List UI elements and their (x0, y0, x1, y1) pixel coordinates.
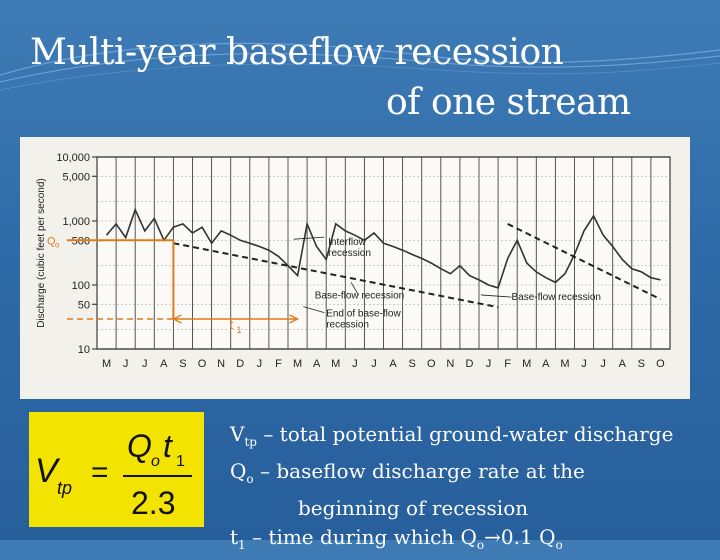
chart-annotation: recession (326, 320, 369, 331)
decorative-swoosh (0, 42, 720, 91)
formula: V tp = Q o t 1 2.3 (35, 428, 192, 521)
y-tick-label: 5,000 (62, 171, 90, 183)
formula-num-q-sub: o (151, 453, 160, 470)
definition-vtp: Vtp – total potential ground-water disch… (230, 422, 674, 449)
x-tick-label: M (293, 358, 302, 370)
page-title: Multi-year baseflow recession of one str… (30, 28, 710, 128)
chart-panel: 10,000 5,000 1,000 500 100 50 10 M J J A S O N D J F M A M J… (20, 137, 690, 399)
annotation-pointer (350, 282, 360, 296)
formula-equals: = (91, 456, 109, 489)
x-tick-label: O (427, 358, 436, 370)
x-tick-label: J (371, 358, 377, 370)
x-tick-label: S (408, 358, 415, 370)
y-tick-label: 10 (78, 344, 90, 356)
y-tick-label: 10,000 (56, 152, 90, 164)
x-tick-label: J (142, 358, 148, 370)
x-tick-label: J (600, 358, 606, 370)
x-tick-label: J (486, 358, 492, 370)
x-tick-label: N (217, 358, 225, 370)
t1-arrow-right (289, 314, 300, 324)
formula-lhs: V (35, 452, 61, 490)
x-tick-label: J (123, 358, 128, 370)
definition-t1: t1 – time during which Qo→0.1 Qo (230, 525, 563, 552)
definitions: Vtp – total potential ground-water disch… (230, 420, 715, 560)
x-tick-label: A (619, 358, 627, 370)
x-tick-label: F (504, 358, 511, 370)
x-tick-label: M (331, 358, 340, 370)
y-tick-label: 500 (72, 235, 90, 247)
x-tick-label: A (542, 358, 550, 370)
y-tick-label: 100 (72, 280, 90, 292)
y-tick-label: 50 (78, 299, 90, 311)
annotation-pointer (480, 294, 512, 298)
formula-box: V tp = Q o t 1 2.3 (29, 412, 204, 527)
x-tick-label: M (102, 358, 111, 370)
x-tick-label: S (179, 358, 186, 370)
x-tick-label: J (581, 358, 587, 370)
formula-num-t-sub: 1 (176, 453, 185, 470)
x-tick-label: M (560, 358, 569, 370)
annotation-pointer (303, 306, 325, 314)
annotation-pointer (293, 236, 325, 240)
x-tick-label: F (275, 358, 282, 370)
definition-qo-cont: beginning of recession (298, 496, 529, 520)
y-axis-label: Discharge (cubic feet per second) (36, 178, 47, 328)
title-line-1: Multi-year baseflow recession (30, 32, 564, 73)
x-tick-label: D (236, 358, 244, 370)
t1-label: t (229, 317, 233, 332)
x-tick-label: A (160, 358, 168, 370)
formula-num-q: Q (127, 428, 152, 464)
title-line-2: of one stream (386, 82, 631, 123)
chart-annotation: recession (328, 248, 371, 259)
x-tick-label: A (313, 358, 321, 370)
t1-arrow-left (171, 314, 182, 324)
chart-annotation: Interflow (328, 237, 367, 248)
x-tick-label: O (198, 358, 207, 370)
formula-denominator: 2.3 (131, 485, 175, 521)
x-tick-label: D (465, 358, 473, 370)
formula-lhs-sub: tp (57, 478, 72, 498)
chart-annotation: Base-flow recession (511, 292, 600, 303)
chart-annotation: End of base-flow (326, 309, 401, 320)
x-tick-label: J (257, 358, 263, 370)
x-tick-label: M (522, 358, 531, 370)
chart-annotation: Base-flow recession (315, 290, 404, 301)
x-tick-label: A (389, 358, 397, 370)
qo-label: Q (47, 235, 56, 247)
x-tick-label: N (446, 358, 454, 370)
qo-label-sub: o (55, 240, 60, 249)
x-tick-label: S (638, 358, 645, 370)
y-tick-label: 1,000 (62, 216, 90, 228)
t1-label-sub: 1 (236, 325, 241, 335)
recession-line (173, 242, 499, 309)
x-tick-label: J (352, 358, 358, 370)
recession-line (507, 223, 661, 301)
discharge-series-line (105, 207, 661, 289)
definition-qo: Qo – baseflow discharge rate at the (230, 459, 585, 486)
formula-num-t: t (163, 428, 173, 464)
x-tick-label: O (656, 358, 665, 370)
